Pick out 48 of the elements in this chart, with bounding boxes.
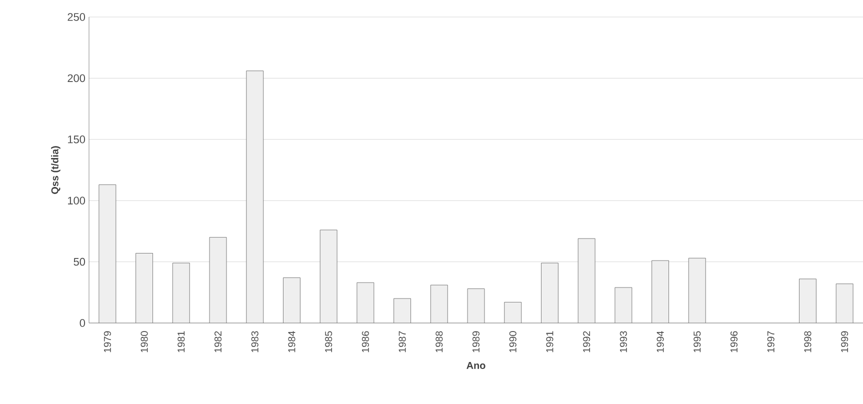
x-tick-label: 1987 [398,331,406,352]
x-tick-label: 1996 [730,331,738,352]
bar [504,302,522,323]
x-tick-label: 1979 [104,331,111,352]
x-tick-label: 1980 [140,331,148,352]
bar [836,284,854,323]
bar [467,288,485,323]
x-tick-label: 1992 [583,331,590,352]
x-tick-label: 1993 [620,331,627,352]
bar [246,70,264,323]
bar [283,278,300,323]
bar [652,260,669,323]
bar [209,237,227,323]
x-tick-label: 1997 [767,331,774,352]
x-tick-label: 1990 [509,331,516,352]
x-tick-label: 1999 [841,331,848,352]
x-tick-label: 1989 [472,331,480,352]
x-tick-label: 1982 [214,331,222,352]
bar [578,238,596,323]
y-tick-label: 100 [68,196,86,204]
bar [394,298,411,323]
bar [688,258,706,323]
bar [799,278,816,323]
x-tick-label: 1981 [178,331,185,352]
bar [614,287,632,323]
x-tick-label: 1988 [436,331,443,352]
y-tick-label: 250 [68,13,86,21]
bar [541,262,558,323]
y-tick-label: 50 [74,258,86,266]
bar [356,282,374,323]
y-tick-label: 0 [80,319,86,327]
x-tick-label: 1995 [694,331,701,352]
y-tick-label: 150 [68,136,86,144]
x-tick-label: 1985 [325,331,332,352]
y-tick-label: 200 [68,74,86,82]
x-tick-label: 1983 [251,331,258,352]
bar [320,230,338,323]
x-tick-label: 1998 [804,331,812,352]
x-tick-label: 1984 [288,331,296,352]
x-tick-label: 1991 [546,331,554,352]
x-tick-label: 1994 [656,331,664,352]
x-tick-label: 1986 [362,331,369,352]
bar [136,253,153,323]
x-axis-title: Ano [466,362,486,369]
bar [172,262,190,323]
y-axis-title: Qss (t/dia) [51,146,60,194]
bar [430,284,448,323]
bar [98,184,116,323]
